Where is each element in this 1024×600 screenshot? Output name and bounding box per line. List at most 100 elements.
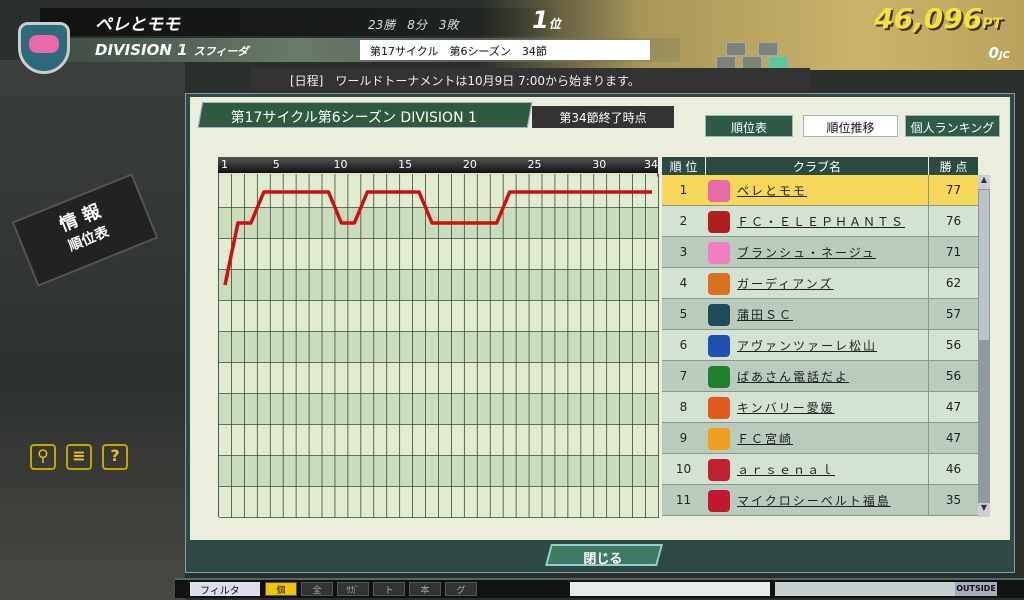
chart-band bbox=[219, 486, 659, 518]
points-cell: 56 bbox=[928, 330, 978, 361]
x-tick-label: 15 bbox=[398, 158, 413, 171]
close-button[interactable]: 閉じる bbox=[545, 544, 663, 567]
club-emblem[interactable] bbox=[18, 22, 70, 74]
filter-button[interactable]: 本 bbox=[409, 582, 441, 596]
club-name-link[interactable]: ＦＣ宮崎 bbox=[737, 432, 794, 446]
club-emblem-icon bbox=[708, 428, 730, 450]
filter-button[interactable]: 全 bbox=[301, 582, 333, 596]
table-row[interactable]: 6 アヴァンツァーレ松山 56 bbox=[662, 330, 978, 361]
tab-rank-history[interactable]: 順位推移 bbox=[803, 115, 898, 137]
table-row[interactable]: 9 ＦＣ宮崎 47 bbox=[662, 423, 978, 454]
points-cell: 56 bbox=[928, 361, 978, 392]
season-record: 23勝 8分 3敗 bbox=[368, 18, 459, 32]
rank-cell: 3 bbox=[679, 245, 688, 259]
table-row[interactable]: 11 マイクロシーベルト福島 35 bbox=[662, 485, 978, 516]
chart-band bbox=[219, 269, 659, 301]
club-emblem-icon bbox=[708, 180, 730, 202]
points-cell: 47 bbox=[928, 423, 978, 454]
outside-button[interactable]: OUTSIDE bbox=[955, 582, 997, 596]
person-icon[interactable]: ⚲ bbox=[30, 444, 56, 470]
chart-band bbox=[219, 424, 659, 456]
chart-x-axis bbox=[218, 157, 658, 173]
news-ticker: [日程] ワールドトーナメントは10月9日 7:00から始まります。 bbox=[250, 68, 810, 90]
scrollbar-thumb[interactable] bbox=[979, 190, 989, 340]
table-row[interactable]: 5 蒲田ＳＣ 57 bbox=[662, 299, 978, 330]
rank-chart-svg bbox=[218, 174, 659, 549]
x-tick-label: 34 bbox=[644, 158, 658, 171]
club-name-link[interactable]: ＦＣ・ＥＬＥＰＨＡＮＴＳ bbox=[737, 215, 906, 229]
panel-title: 第17サイクル第6シーズン DIVISION 1 bbox=[197, 102, 533, 128]
club-name-link[interactable]: ペレとモモ bbox=[737, 184, 808, 198]
division-label: DIVISION 1 スフィーダ bbox=[95, 41, 249, 59]
filter-button[interactable]: グ bbox=[445, 582, 477, 596]
club-name-link[interactable]: ａｒｓｅｎａｌ bbox=[737, 463, 836, 477]
table-row[interactable]: 3 ブランシュ・ネージュ 71 bbox=[662, 237, 978, 268]
club-emblem-icon bbox=[708, 273, 730, 295]
series-line bbox=[223, 190, 652, 286]
scroll-down-button[interactable]: ▼ bbox=[978, 503, 990, 517]
rank-cell: 8 bbox=[679, 400, 688, 414]
team-name: ペレとモモ bbox=[95, 15, 180, 35]
tab-individual-ranking[interactable]: 個人ランキング bbox=[905, 115, 1000, 137]
filter-dropdown[interactable]: フィルタ bbox=[190, 582, 260, 597]
rank-cell: 9 bbox=[679, 431, 688, 445]
x-tick-label: 20 bbox=[462, 158, 477, 171]
points-cell: 71 bbox=[928, 237, 978, 268]
current-rank: 1位 bbox=[532, 6, 561, 34]
points-cell: 62 bbox=[928, 268, 978, 299]
x-tick-label: 10 bbox=[333, 158, 348, 171]
scroll-up-button[interactable]: ▲ bbox=[978, 175, 990, 189]
help-icon[interactable]: ? bbox=[102, 444, 128, 470]
mail-icon[interactable] bbox=[726, 42, 746, 56]
rank-cell: 4 bbox=[679, 276, 688, 290]
points-display: 46,096PT bbox=[874, 2, 1002, 35]
chart-band bbox=[219, 300, 659, 332]
rank-cell: 6 bbox=[679, 338, 688, 352]
chart-band bbox=[219, 393, 659, 425]
header-club: クラブ名 bbox=[706, 157, 928, 175]
header-rank: 順 位 bbox=[662, 157, 705, 175]
header-points: 勝 点 bbox=[929, 157, 978, 175]
points-cell: 47 bbox=[928, 392, 978, 423]
club-emblem-icon bbox=[708, 211, 730, 233]
club-name-link[interactable]: マイクロシーベルト福島 bbox=[737, 494, 891, 508]
table-row[interactable]: 8 キンバリー愛媛 47 bbox=[662, 392, 978, 423]
panel-subtitle: 第34節終了時点 bbox=[532, 106, 674, 128]
club-emblem-icon bbox=[708, 459, 730, 481]
club-name-link[interactable]: ブランシュ・ネージュ bbox=[737, 246, 876, 260]
filter-button[interactable]: ト bbox=[373, 582, 405, 596]
table-row[interactable]: 2 ＦＣ・ＥＬＥＰＨＡＮＴＳ 76 bbox=[662, 206, 978, 237]
chart-band bbox=[219, 362, 659, 394]
side-background bbox=[0, 60, 185, 600]
club-name-link[interactable]: アヴァンツァーレ松山 bbox=[737, 339, 878, 353]
formation-icon[interactable] bbox=[758, 42, 778, 56]
points-cell: 57 bbox=[928, 299, 978, 330]
table-row[interactable]: 10 ａｒｓｅｎａｌ 46 bbox=[662, 454, 978, 485]
club-emblem-icon bbox=[708, 397, 730, 419]
club-emblem-icon bbox=[708, 335, 730, 357]
rank-cell: 7 bbox=[679, 369, 688, 383]
rank-cell: 1 bbox=[679, 183, 688, 197]
points-cell: 76 bbox=[928, 206, 978, 237]
rank-cell: 10 bbox=[675, 462, 692, 476]
table-row[interactable]: 4 ガーディアンズ 62 bbox=[662, 268, 978, 299]
season-info: 第17サイクル 第6シーズン 34節 bbox=[370, 45, 547, 58]
club-emblem-icon bbox=[708, 242, 730, 264]
club-name-link[interactable]: キンバリー愛媛 bbox=[737, 401, 835, 415]
points-cell: 46 bbox=[928, 454, 978, 485]
filter-button[interactable]: 個 bbox=[265, 582, 297, 596]
chart-band bbox=[219, 455, 659, 487]
club-name-link[interactable]: ガーディアンズ bbox=[737, 277, 834, 291]
season-strip bbox=[360, 40, 650, 60]
table-row[interactable]: 1 ペレとモモ 77 bbox=[662, 175, 978, 206]
club-name-link[interactable]: ばあさん電話だよ bbox=[737, 370, 850, 384]
rank-cell: 5 bbox=[679, 307, 688, 321]
chat-icon[interactable]: ≡ bbox=[66, 444, 92, 470]
club-name-link[interactable]: 蒲田ＳＣ bbox=[737, 308, 794, 322]
club-emblem-icon bbox=[708, 490, 730, 512]
tab-standings[interactable]: 順位表 bbox=[705, 115, 793, 137]
filter-button[interactable]: ｻｶﾞ bbox=[337, 582, 369, 596]
chat-input[interactable] bbox=[570, 582, 770, 596]
jc-display: 0JC bbox=[988, 44, 1011, 62]
table-row[interactable]: 7 ばあさん電話だよ 56 bbox=[662, 361, 978, 392]
